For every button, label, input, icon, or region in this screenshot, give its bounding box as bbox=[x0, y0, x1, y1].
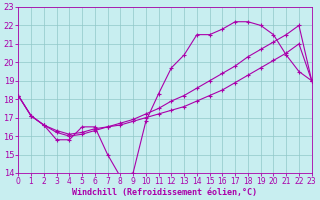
X-axis label: Windchill (Refroidissement éolien,°C): Windchill (Refroidissement éolien,°C) bbox=[73, 188, 258, 197]
